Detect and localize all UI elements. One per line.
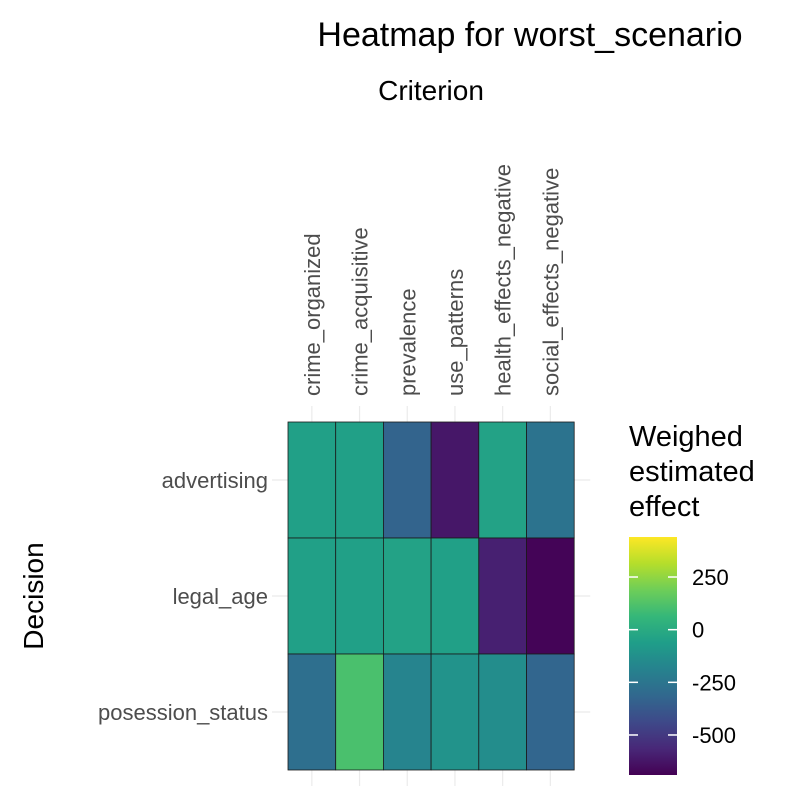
y-tick-label: legal_age	[173, 584, 268, 609]
heatmap-cell	[382, 421, 432, 539]
legend-tick-label: -250	[692, 670, 736, 695]
x-tick-label: crime_acquisitive	[348, 227, 373, 396]
heatmap-cell	[335, 653, 384, 771]
heatmap-cell	[335, 537, 384, 655]
x-tick-label: health_effects_negative	[491, 164, 516, 396]
y-tick-labels: advertising legal_age posession_status	[98, 468, 268, 725]
x-tick-label: prevalence	[395, 288, 420, 396]
x-tick-label: social_effects_negative	[538, 168, 563, 396]
legend-title-line-2: estimated	[629, 456, 755, 488]
heatmap-cell	[478, 537, 527, 655]
chart-title: Heatmap for worst_scenario	[317, 16, 742, 54]
x-tick-labels: crime_organized crime_acquisitive prevalen…	[300, 164, 563, 396]
heatmap-cell	[430, 421, 480, 539]
legend-tick-label: -500	[692, 723, 736, 748]
heatmap-cell	[382, 537, 432, 655]
heatmap-cell	[526, 653, 575, 771]
x-tick-label: crime_organized	[300, 233, 325, 396]
color-legend: Weighed estimated effect 250 0 -250 -500	[629, 421, 755, 775]
heatmap-cell	[335, 421, 384, 539]
heatmap-cell	[526, 421, 575, 539]
legend-ticks: 250 0 -250 -500	[629, 565, 736, 748]
x-tick-label: use_patterns	[443, 269, 468, 396]
y-tick-label: posession_status	[98, 700, 268, 725]
legend-colorbar	[629, 537, 677, 775]
legend-title-line-3: effect	[629, 491, 699, 523]
heatmap-cell	[478, 653, 527, 771]
x-axis-title: Criterion	[378, 75, 484, 106]
legend-tick-label: 250	[692, 565, 729, 590]
heatmap-cell	[478, 421, 527, 539]
heatmap-cell	[430, 653, 480, 771]
heatmap-cell	[382, 653, 432, 771]
heatmap-cell	[287, 421, 337, 539]
y-tick-label: advertising	[162, 468, 268, 493]
heatmap-cell	[430, 537, 480, 655]
heatmap-cell	[526, 537, 575, 655]
y-axis-title: Decision	[18, 542, 49, 649]
heatmap-cells	[287, 421, 575, 771]
heatmap-cell	[287, 653, 337, 771]
heatmap-cell	[287, 537, 337, 655]
legend-title-line-1: Weighed	[629, 421, 743, 453]
legend-tick-label: 0	[692, 618, 704, 643]
